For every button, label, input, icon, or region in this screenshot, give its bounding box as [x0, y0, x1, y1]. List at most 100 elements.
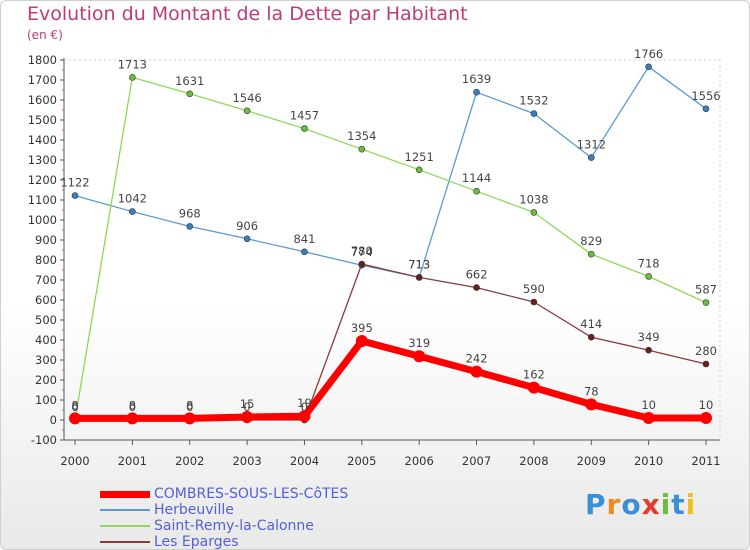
- data-label: 1144: [462, 171, 491, 185]
- y-tick-label: 600: [35, 293, 57, 307]
- data-label: 1639: [462, 72, 491, 86]
- data-point: [71, 192, 79, 199]
- data-label: 162: [523, 368, 545, 382]
- x-tick-label: 2005: [347, 454, 376, 468]
- y-tick-label: 300: [35, 353, 57, 367]
- x-tick-label: 2001: [118, 454, 147, 468]
- data-label: 280: [695, 344, 717, 358]
- legend-label: Saint-Remy-la-Calonne: [154, 518, 314, 534]
- data-label: 0: [243, 400, 250, 414]
- series-line-2: [74, 76, 707, 421]
- data-label: 0: [71, 400, 78, 414]
- data-point: [702, 299, 710, 306]
- legend-label: COMBRES-SOUS-LES-CôTES: [154, 486, 349, 502]
- data-label: 1354: [347, 129, 376, 143]
- data-point: [645, 273, 652, 280]
- logo-letter: i: [660, 488, 672, 521]
- data-label: 713: [408, 257, 430, 271]
- data-point: [702, 360, 710, 368]
- line-chart: -100010020030040050060070080090010001100…: [28, 47, 721, 468]
- data-point: [473, 284, 480, 291]
- legend-item: COMBRES-SOUS-LES-CôTES: [100, 486, 348, 502]
- series-line-1: [74, 66, 707, 279]
- data-label: 1713: [118, 57, 147, 71]
- data-label: 78: [584, 384, 599, 398]
- data-label: 968: [179, 206, 201, 220]
- data-point: [241, 411, 254, 423]
- data-point: [700, 412, 712, 424]
- data-point: [642, 412, 655, 424]
- data-label: 8: [129, 398, 136, 412]
- data-label: 590: [523, 282, 545, 296]
- legend-label: Herbeuville: [154, 502, 234, 518]
- data-point: [702, 105, 710, 113]
- data-label: 774: [351, 245, 373, 259]
- data-label: 349: [638, 330, 660, 344]
- data-label: 587: [695, 283, 717, 297]
- x-tick-label: 2000: [60, 454, 89, 468]
- y-tick-label: 400: [35, 333, 57, 347]
- data-point: [473, 187, 480, 195]
- legend-swatch: [100, 509, 150, 511]
- data-point: [358, 260, 366, 268]
- y-tick-label: 700: [35, 273, 57, 287]
- data-label: 1556: [691, 89, 720, 103]
- data-label: 1532: [519, 94, 548, 108]
- logo-letter: x: [641, 488, 661, 521]
- data-label: 829: [580, 234, 602, 248]
- data-point: [243, 235, 251, 243]
- legend-item: Herbeuville: [100, 502, 348, 518]
- data-point: [530, 209, 538, 216]
- data-point: [129, 208, 136, 215]
- data-label: 319: [408, 336, 430, 350]
- x-tick-label: 2003: [232, 454, 261, 468]
- data-label: 10: [699, 398, 714, 412]
- data-point: [470, 365, 483, 378]
- legend: COMBRES-SOUS-LES-CôTES Herbeuville Saint-R…: [100, 486, 348, 550]
- data-point: [530, 110, 538, 117]
- proxiti-logo: Proxiti: [585, 488, 696, 521]
- y-tick-label: 800: [35, 253, 57, 267]
- data-point: [527, 381, 540, 394]
- chart-subtitle: (en €): [27, 28, 63, 42]
- data-point: [587, 154, 595, 161]
- data-label: 1457: [290, 109, 319, 123]
- x-tick-label: 2009: [577, 454, 606, 468]
- logo-letter: t: [671, 488, 686, 521]
- data-label: 242: [466, 352, 488, 366]
- data-point: [530, 298, 538, 306]
- data-point: [69, 412, 81, 425]
- legend-swatch: [100, 525, 150, 527]
- series-line-3: [75, 263, 707, 421]
- y-tick-label: 1000: [28, 213, 57, 227]
- data-point: [186, 90, 194, 98]
- data-point: [243, 107, 251, 115]
- data-label: 0: [301, 400, 308, 414]
- y-tick-label: 200: [35, 373, 57, 387]
- data-label: 662: [466, 268, 488, 282]
- y-tick-label: 1100: [28, 193, 57, 207]
- data-label: 1038: [519, 192, 548, 206]
- data-label: 0: [129, 400, 136, 414]
- y-tick-label: 1200: [28, 173, 57, 187]
- logo-letter: o: [621, 488, 642, 521]
- y-tick-label: -100: [31, 433, 57, 447]
- y-tick-label: 1600: [28, 93, 57, 107]
- data-label: 1312: [577, 138, 606, 152]
- y-tick-label: 1800: [28, 53, 57, 67]
- data-point: [301, 125, 308, 132]
- x-tick-label: 2004: [290, 454, 319, 468]
- data-label: 906: [236, 219, 258, 233]
- data-label: 10: [641, 398, 656, 412]
- legend-item: Les Eparges: [100, 534, 348, 550]
- data-label: 1766: [634, 47, 663, 61]
- y-tick-label: 0: [50, 413, 57, 427]
- y-tick-label: 900: [35, 233, 57, 247]
- data-point: [186, 223, 194, 230]
- data-point: [585, 398, 598, 411]
- data-point: [415, 166, 423, 174]
- x-tick-label: 2007: [462, 454, 491, 468]
- data-point: [415, 274, 423, 281]
- data-point: [645, 63, 652, 71]
- y-tick-label: 500: [35, 313, 57, 327]
